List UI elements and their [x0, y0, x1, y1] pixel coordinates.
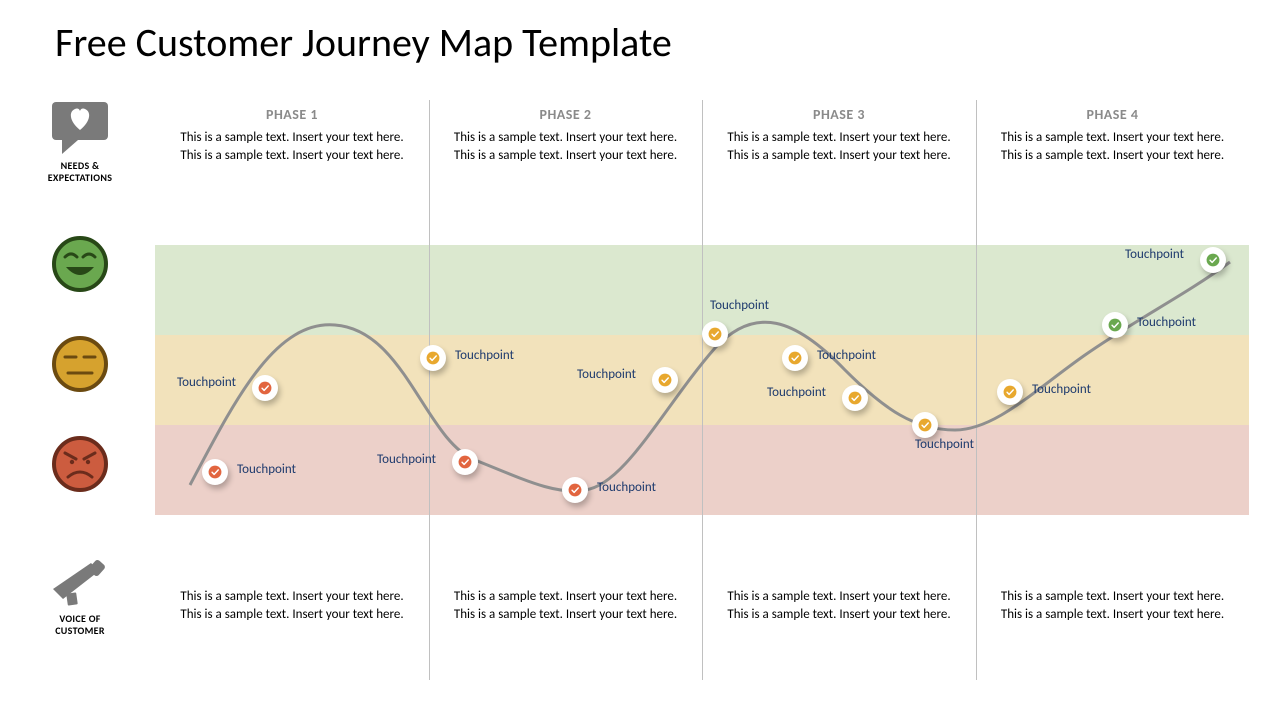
needs-label: NEEDS &EXPECTATIONS — [20, 160, 140, 184]
touchpoint-label: Touchpoint — [1137, 315, 1196, 330]
touchpoint-marker — [202, 459, 228, 485]
happy-face-icon — [51, 235, 109, 293]
needs-icon-block: NEEDS &EXPECTATIONS — [20, 100, 140, 184]
voice-cell: This is a sample text. Insert your text … — [431, 588, 701, 623]
touchpoint-label: Touchpoint — [597, 480, 656, 495]
touchpoint-label: Touchpoint — [915, 437, 974, 452]
left-icon-column: NEEDS &EXPECTATIONS — [20, 100, 140, 680]
megaphone-icon — [47, 555, 113, 609]
touchpoint-marker — [782, 345, 808, 371]
neutral-face-icon — [51, 335, 109, 393]
touchpoint-label: Touchpoint — [177, 375, 236, 390]
phase-desc: This is a sample text. Insert your text … — [157, 129, 427, 164]
phase-title: PHASE 4 — [978, 106, 1248, 123]
page-title: Free Customer Journey Map Template — [55, 18, 672, 67]
angry-face-block — [20, 435, 140, 493]
touchpoint-marker — [1200, 247, 1226, 273]
voice-cell: This is a sample text. Insert your text … — [157, 588, 427, 623]
voice-icon-block: VOICE OFCUSTOMER — [20, 555, 140, 637]
touchpoint-marker — [252, 375, 278, 401]
voice-label: VOICE OFCUSTOMER — [20, 613, 140, 637]
touchpoint-marker — [1102, 312, 1128, 338]
happy-face-block — [20, 235, 140, 293]
phase-desc: This is a sample text. Insert your text … — [978, 129, 1248, 164]
phase-title: PHASE 3 — [704, 106, 974, 123]
touchpoint-label: Touchpoint — [577, 367, 636, 382]
phase-header: PHASE 1 This is a sample text. Insert you… — [157, 106, 427, 164]
touchpoint-label: Touchpoint — [817, 348, 876, 363]
phase-header: PHASE 4 This is a sample text. Insert you… — [978, 106, 1248, 164]
phase-title: PHASE 2 — [431, 106, 701, 123]
touchpoint-marker — [452, 449, 478, 475]
voice-cell: This is a sample text. Insert your text … — [978, 588, 1248, 623]
phase-desc: This is a sample text. Insert your text … — [704, 129, 974, 164]
touchpoint-marker — [912, 412, 938, 438]
phase-title: PHASE 1 — [157, 106, 427, 123]
touchpoint-label: Touchpoint — [710, 298, 769, 313]
phase-header: PHASE 3 This is a sample text. Insert you… — [704, 106, 974, 164]
phase-header: PHASE 2 This is a sample text. Insert you… — [431, 106, 701, 164]
touchpoint-marker — [562, 477, 588, 503]
touchpoint-label: Touchpoint — [237, 462, 296, 477]
touchpoint-marker — [652, 367, 678, 393]
touchpoint-label: Touchpoint — [455, 348, 514, 363]
neutral-face-block — [20, 335, 140, 393]
touchpoint-label: Touchpoint — [1125, 247, 1184, 262]
touchpoint-marker — [702, 321, 728, 347]
touchpoint-marker — [420, 345, 446, 371]
touchpoint-label: Touchpoint — [377, 452, 436, 467]
touchpoint-marker — [842, 385, 868, 411]
touchpoint-marker — [997, 379, 1023, 405]
touchpoint-label: Touchpoint — [1032, 382, 1091, 397]
angry-face-icon — [51, 435, 109, 493]
voice-row: This is a sample text. Insert your text … — [155, 570, 1249, 680]
phase-desc: This is a sample text. Insert your text … — [431, 129, 701, 164]
heart-bubble-icon — [48, 100, 112, 156]
voice-cell: This is a sample text. Insert your text … — [704, 588, 974, 623]
touchpoint-label: Touchpoint — [767, 385, 826, 400]
journey-grid: PHASE 1This is a sample text. Insert you… — [155, 100, 1249, 680]
